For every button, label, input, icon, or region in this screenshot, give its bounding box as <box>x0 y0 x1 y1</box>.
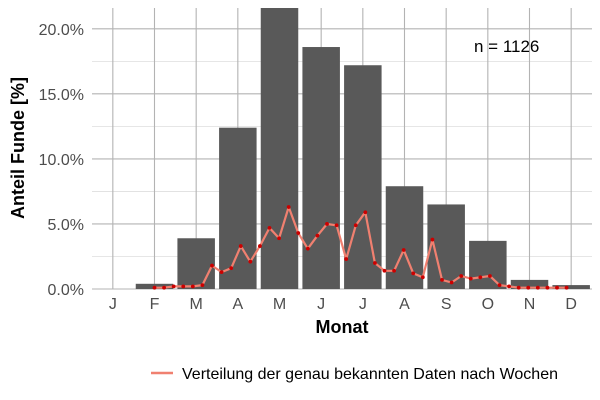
weekly-point <box>401 248 406 252</box>
weekly-point <box>440 277 444 282</box>
x-axis-title: Monat <box>316 317 369 337</box>
x-tick-label: N <box>524 296 536 313</box>
weekly-point <box>411 271 416 276</box>
weekly-point <box>190 284 195 289</box>
weekly-point <box>248 259 253 264</box>
bar <box>344 65 382 289</box>
bar <box>552 285 590 289</box>
weekly-point <box>200 283 205 287</box>
weekly-point <box>392 268 396 273</box>
weekly-point <box>296 231 301 235</box>
weekly-point <box>325 222 329 226</box>
weekly-point <box>526 285 531 290</box>
weekly-point <box>555 285 559 290</box>
y-tick-label: 10.0% <box>39 152 84 169</box>
x-tick-label: M <box>190 296 203 313</box>
weekly-point <box>535 285 540 290</box>
x-tick-label: M <box>273 296 286 313</box>
x-tick-label: J <box>109 296 117 313</box>
weekly-point <box>344 257 349 261</box>
weekly-point <box>497 283 502 287</box>
bar <box>219 127 257 290</box>
weekly-point <box>286 205 291 209</box>
x-tick-label: S <box>441 296 452 313</box>
weekly-point <box>258 244 262 248</box>
x-tick-label: A <box>399 296 410 313</box>
sample-size-annotation: n = 1126 <box>474 37 539 56</box>
bar <box>177 238 215 289</box>
weekly-point <box>420 275 425 280</box>
weekly-point <box>277 236 281 241</box>
y-axis-title: Anteil Funde [%] <box>8 77 28 219</box>
weekly-point <box>334 223 339 228</box>
weekly-point <box>545 285 550 290</box>
weekly-point <box>373 261 377 265</box>
bar <box>260 8 299 289</box>
bar <box>302 47 340 290</box>
x-tick-label: J <box>317 296 325 313</box>
weekly-point <box>459 274 464 278</box>
weekly-point <box>152 285 157 290</box>
x-tick-label: O <box>482 296 494 313</box>
bar <box>469 240 507 289</box>
x-tick-label: F <box>150 296 160 313</box>
weekly-point <box>210 263 214 268</box>
weekly-point <box>353 223 358 228</box>
x-tick-label: D <box>565 296 577 313</box>
weekly-point <box>564 285 569 290</box>
line-layer <box>152 205 569 290</box>
weekly-point <box>305 246 310 251</box>
weekly-point <box>219 270 224 274</box>
legend-label: Verteilung der genau bekannten Daten nac… <box>182 366 558 383</box>
weekly-point <box>516 285 521 290</box>
weekly-point <box>238 244 243 248</box>
weekly-point <box>162 285 166 290</box>
weekly-point <box>430 237 435 242</box>
y-tick-label: 0.0% <box>48 282 84 299</box>
weekly-point <box>181 284 186 289</box>
weekly-point <box>507 284 511 289</box>
y-tick-label: 5.0% <box>48 217 84 234</box>
weekly-point <box>468 276 473 281</box>
weekly-point <box>478 275 483 280</box>
weekly-point <box>488 274 492 278</box>
y-tick-label: 20.0% <box>39 22 84 39</box>
legend: Verteilung der genau bekannten Daten nac… <box>151 366 558 383</box>
weekly-point <box>449 280 454 285</box>
tick-layer: 0.0% 5.0% 10.0% 15.0% 20.0% J F M A M J J A S O N D <box>39 22 577 313</box>
y-tick-label: 15.0% <box>39 87 84 104</box>
weekly-point <box>171 284 176 289</box>
bar <box>510 279 549 289</box>
x-tick-label: A <box>232 296 243 313</box>
bar <box>385 186 424 289</box>
x-tick-label: J <box>359 296 367 313</box>
weekly-point <box>363 210 368 215</box>
weekly-point <box>267 225 272 230</box>
weekly-point <box>315 233 320 238</box>
bar-layer <box>135 8 590 290</box>
weekly-point <box>229 266 234 271</box>
weekly-point <box>382 268 387 273</box>
